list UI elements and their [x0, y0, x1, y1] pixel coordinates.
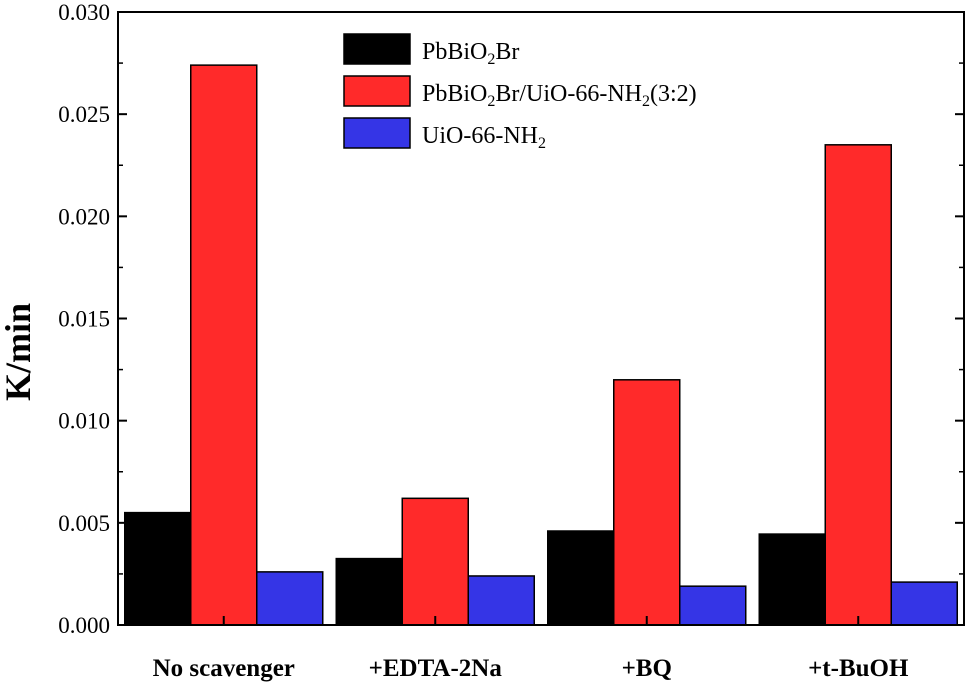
y-tick-label: 0.000 — [58, 613, 110, 638]
y-axis-title: K/min — [0, 303, 38, 401]
legend-swatch — [343, 33, 411, 65]
bar-uio66nh2 — [256, 571, 324, 626]
x-tick-label: +EDTA-2Na — [369, 655, 503, 682]
bar-pbbio2br — [547, 530, 615, 626]
y-tick-label: 0.020 — [58, 204, 110, 229]
legend-label: PbBiO2Br — [422, 39, 519, 68]
y-tick-label: 0.005 — [58, 511, 110, 536]
bar-uio66nh2 — [679, 585, 747, 626]
y-tick-label: 0.025 — [58, 102, 110, 127]
legend-label: PbBiO2Br/UiO-66-NH2(3:2) — [422, 81, 697, 110]
legend-swatch — [343, 75, 411, 107]
x-tick-label: No scavenger — [153, 655, 295, 682]
bar-composite — [824, 144, 892, 626]
y-tick-label: 0.015 — [58, 307, 110, 332]
x-axis: No scavenger +EDTA-2Na +BQ +t-BuOH — [153, 616, 909, 682]
y-tick-label: 0.030 — [58, 0, 110, 25]
bar-pbbio2br — [124, 511, 192, 626]
x-tick-label: +BQ — [622, 655, 672, 682]
bar-uio66nh2 — [467, 575, 535, 626]
legend: PbBiO2Br PbBiO2Br/UiO-66-NH2(3:2) UiO-66-N… — [343, 33, 697, 152]
bar-uio66nh2 — [890, 581, 958, 626]
y-axis: 0.000 0.005 0.010 0.015 0.020 0.025 0.030 — [58, 0, 964, 638]
y-tick-label: 0.010 — [58, 409, 110, 434]
bar-composite — [613, 379, 681, 626]
bars-group — [124, 64, 958, 626]
bar-composite — [401, 497, 469, 626]
bar-pbbio2br — [758, 533, 826, 626]
plot-frame — [117, 11, 965, 626]
x-tick-label: +t-BuOH — [808, 655, 909, 682]
legend-label: UiO-66-NH2 — [422, 123, 546, 152]
bar-composite — [190, 64, 258, 626]
legend-swatch — [343, 117, 411, 149]
bar-pbbio2br — [335, 557, 403, 626]
